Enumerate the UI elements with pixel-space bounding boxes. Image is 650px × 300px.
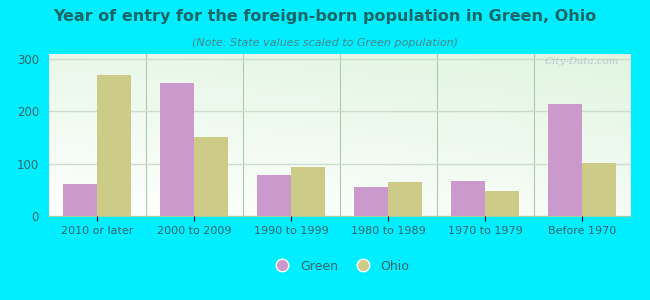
- Bar: [291, 167, 325, 216]
- Bar: [161, 83, 194, 216]
- Bar: [354, 187, 388, 216]
- Bar: [388, 182, 422, 216]
- Text: (Note: State values scaled to Green population): (Note: State values scaled to Green popu…: [192, 38, 458, 47]
- Bar: [582, 163, 616, 216]
- Bar: [98, 75, 131, 216]
- Bar: [257, 175, 291, 216]
- Text: City-Data.com: City-Data.com: [544, 57, 619, 66]
- Bar: [194, 136, 228, 216]
- Bar: [548, 103, 582, 216]
- Bar: [451, 181, 485, 216]
- Bar: [63, 184, 98, 216]
- Text: Year of entry for the foreign-born population in Green, Ohio: Year of entry for the foreign-born popul…: [53, 9, 597, 24]
- Legend: Green, Ohio: Green, Ohio: [265, 255, 414, 278]
- Bar: [485, 191, 519, 216]
